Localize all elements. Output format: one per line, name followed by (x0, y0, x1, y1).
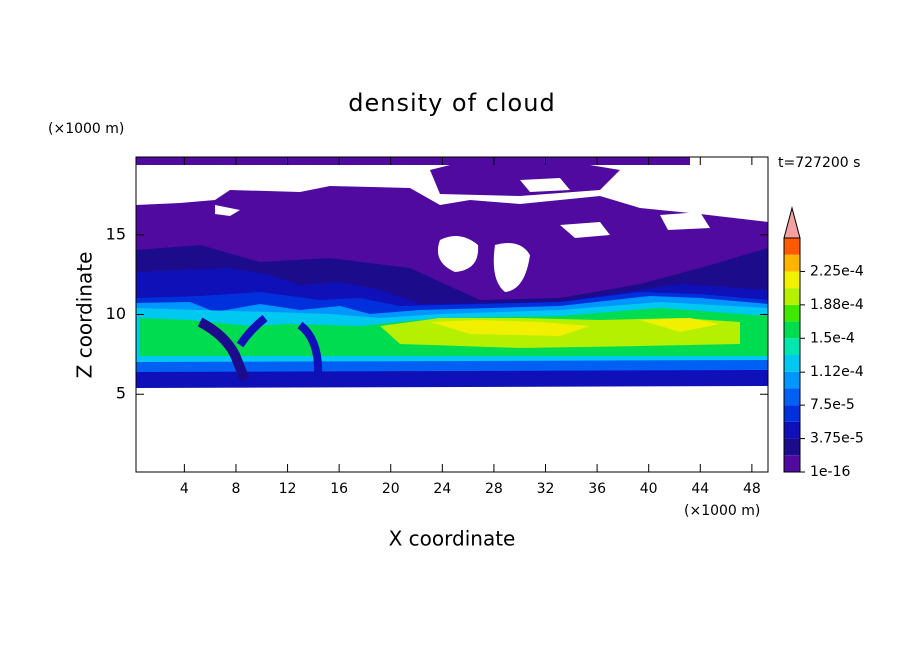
y-tick-label: 10 (106, 304, 126, 323)
colorbar-band (784, 254, 800, 272)
contour-gap (215, 178, 710, 292)
x-axis-label: X coordinate (389, 527, 516, 551)
x-tick-label: 16 (330, 481, 348, 497)
contour-channel (236, 314, 323, 379)
x-tick-label: 40 (640, 481, 658, 497)
y-tick-label: 5 (116, 384, 126, 403)
colorbar-band (784, 355, 800, 372)
colorbar-band (784, 455, 800, 472)
colorbar-band (784, 321, 800, 339)
colorbar-band (784, 405, 800, 422)
x-tick-label: 20 (382, 481, 400, 497)
x-tick-label: 24 (433, 481, 451, 497)
colorbar-band (784, 238, 800, 255)
x-tick-label: 36 (588, 481, 606, 497)
x-tick-label: 8 (231, 481, 240, 497)
colorbar-tick-label: 7.5e-5 (810, 397, 855, 413)
colorbar-band (784, 371, 800, 389)
contour-region (136, 370, 768, 388)
x-tick-label: 4 (180, 481, 189, 497)
colorbar-tick-label: 1.5e-4 (810, 330, 855, 346)
contour-field (136, 157, 768, 388)
colorbar-band (784, 271, 800, 289)
x-tick-label: 48 (743, 481, 761, 497)
colorbar-frame (783, 237, 801, 473)
colorbar-tick-label: 1.12e-4 (810, 364, 864, 380)
contour-region (430, 318, 720, 336)
y-tick-label: 15 (106, 224, 126, 243)
x-tick-label: 28 (485, 481, 503, 497)
x-unit: (×1000 m) (684, 503, 760, 519)
colorbar-band (784, 304, 800, 322)
chart-title: density of cloud (348, 89, 555, 117)
y-unit: (×1000 m) (48, 121, 124, 137)
colorbar-tick-label: 2.25e-4 (810, 263, 864, 279)
colorbar-tick-label: 1.88e-4 (810, 297, 864, 313)
x-tick-label: 44 (691, 481, 709, 497)
colorbar-band (784, 438, 800, 456)
colorbar-extension (783, 206, 801, 239)
colorbar-band (784, 338, 800, 355)
y-axis-label: Z coordinate (73, 252, 97, 379)
x-tick-label: 32 (537, 481, 555, 497)
colorbar-band (784, 421, 800, 439)
colorbar-band (784, 388, 800, 406)
x-tick-label: 12 (279, 481, 297, 497)
contour-channel (197, 317, 250, 382)
time-label: t=727200 s (778, 155, 860, 171)
colorbar-tick-label: 1e-16 (810, 464, 850, 480)
colorbar-tick-label: 3.75e-5 (810, 431, 864, 447)
colorbar-band (784, 288, 800, 305)
